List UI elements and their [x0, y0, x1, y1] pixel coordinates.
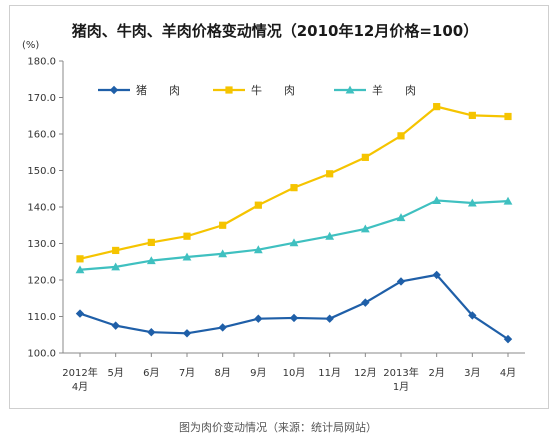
chart-frame — [9, 5, 549, 409]
data-point — [254, 314, 263, 323]
data-point — [75, 309, 85, 318]
data-point — [147, 327, 156, 337]
x-tick-label: 6月 — [143, 367, 159, 379]
y-tick-label: 160.0 — [27, 130, 56, 141]
data-point — [503, 334, 513, 344]
data-point — [218, 323, 227, 332]
data-point — [289, 313, 299, 323]
legend-label: 牛 肉 — [251, 83, 295, 97]
y-tick-label: 110.0 — [27, 312, 56, 323]
y-tick-label: 170.0 — [27, 93, 56, 104]
data-point — [432, 196, 442, 204]
series-layer — [75, 103, 513, 344]
x-axis-ticks: 2012年 4月 5月 6月 7月 8月 9月 10月 11月 12月 2013年 1月 2月 3月 4月 — [62, 353, 516, 393]
y-axis-unit-label: (%) — [22, 40, 39, 51]
data-point — [219, 221, 227, 229]
y-axis-ticks: 100.0 110.0 120.0 130.0 140.0 150.0 160.0 170.0… — [27, 57, 63, 360]
data-point — [468, 111, 476, 119]
data-point — [218, 249, 228, 258]
data-point — [325, 231, 335, 240]
series-group — [75, 270, 513, 344]
x-tick-label: 4月 — [72, 381, 88, 393]
figure-caption: 图为肉价变动情况（来源：统计局网站） — [179, 420, 377, 434]
chart-title: 猪肉、牛肉、羊肉价格变动情况（2010年12月价格=100） — [71, 22, 479, 40]
data-point — [111, 321, 120, 330]
data-point — [433, 103, 441, 111]
x-tick-label: 2013年 — [383, 366, 418, 379]
data-point — [326, 170, 334, 178]
data-point — [290, 184, 298, 192]
legend-item: 牛 肉 — [213, 83, 295, 97]
legend-marker — [225, 86, 233, 94]
x-tick-label: 9月 — [250, 367, 266, 379]
series-group — [76, 103, 512, 263]
series-group — [75, 196, 513, 274]
x-tick-label: 10月 — [283, 367, 306, 379]
data-point — [253, 245, 263, 254]
x-tick-label: 5月 — [107, 367, 123, 379]
data-point — [254, 201, 262, 209]
x-tick-label: 2月 — [428, 367, 444, 379]
data-point — [468, 311, 477, 320]
legend-item: 猪 肉 — [98, 84, 180, 97]
data-point — [467, 198, 477, 207]
data-point — [147, 238, 155, 247]
data-point — [75, 265, 85, 274]
data-point — [325, 314, 334, 323]
data-point — [289, 238, 299, 247]
data-point — [360, 224, 370, 233]
legend-item: 羊 肉 — [334, 83, 416, 97]
legend: 猪 肉牛 肉羊 肉 — [98, 83, 416, 97]
x-tick-label: 12月 — [354, 367, 377, 379]
data-point — [182, 252, 192, 261]
data-point — [146, 256, 156, 265]
data-point — [397, 132, 405, 140]
x-tick-label: 8月 — [214, 367, 230, 379]
y-tick-label: 150.0 — [27, 166, 56, 177]
data-point — [112, 246, 120, 255]
x-tick-label: 2012年 — [62, 366, 97, 379]
data-point — [111, 262, 121, 271]
data-point — [361, 153, 369, 161]
legend-marker — [109, 85, 119, 95]
data-point — [396, 277, 406, 286]
data-point — [503, 196, 513, 205]
data-point — [504, 112, 512, 121]
x-tick-label: 11月 — [318, 367, 341, 379]
x-tick-label: 1月 — [393, 381, 409, 393]
data-point — [432, 270, 441, 280]
y-tick-label: 120.0 — [27, 276, 56, 287]
y-tick-label: 100.0 — [27, 349, 56, 360]
legend-marker — [345, 85, 355, 94]
x-tick-label: 3月 — [464, 367, 480, 379]
y-tick-label: 180.0 — [27, 57, 56, 68]
data-point — [76, 255, 84, 263]
data-point — [396, 213, 406, 222]
legend-label: 羊 肉 — [372, 83, 416, 97]
data-point — [182, 329, 192, 338]
data-point — [183, 232, 191, 240]
data-point — [361, 298, 370, 307]
y-tick-label: 140.0 — [27, 203, 56, 214]
legend-label: 猪 肉 — [136, 84, 180, 97]
x-tick-label: 4月 — [500, 367, 516, 379]
y-tick-label: 130.0 — [27, 239, 56, 250]
x-tick-label: 7月 — [179, 367, 195, 379]
